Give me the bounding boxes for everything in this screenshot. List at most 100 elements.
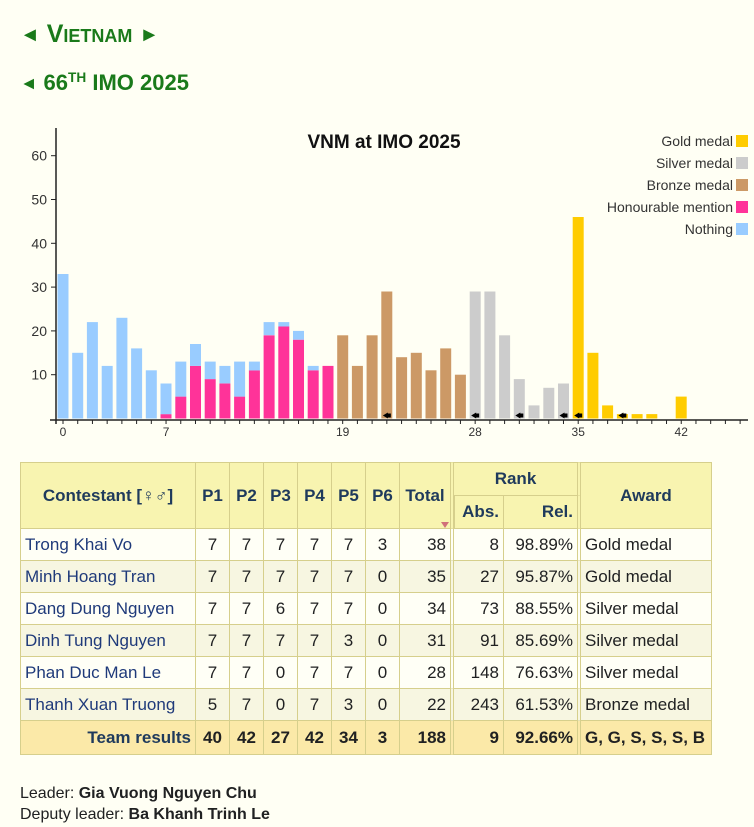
bar-segment xyxy=(86,322,98,419)
header-p3[interactable]: P3 xyxy=(264,462,298,529)
score-p4: 7 xyxy=(298,689,332,721)
rank-rel: 85.69% xyxy=(504,625,581,657)
bar-segment xyxy=(131,348,143,419)
leader-name: Gia Vuong Nguyen Chu xyxy=(78,785,257,802)
rank-rel: 95.87% xyxy=(504,561,581,593)
score-p5: 7 xyxy=(332,593,366,625)
contestant-name[interactable]: Dinh Tung Nguyen xyxy=(20,625,196,657)
score-p6: 0 xyxy=(366,561,400,593)
prev-country-arrow-icon[interactable]: ◄ xyxy=(20,24,40,46)
prev-olympiad-arrow-icon[interactable]: ◄ xyxy=(20,73,38,93)
team-rank-rel: 92.66% xyxy=(504,721,581,755)
table-row: Phan Duc Man Le 7 7 0 7 7 0 28 148 76.63% Silver m… xyxy=(20,657,712,689)
score-p4: 7 xyxy=(298,529,332,561)
legend-swatch-icon xyxy=(736,223,748,235)
header-p4[interactable]: P4 xyxy=(298,462,332,529)
bar-segment xyxy=(101,365,113,419)
score-total: 22 xyxy=(400,689,454,721)
score-p6: 0 xyxy=(366,689,400,721)
contestant-name[interactable]: Dang Dung Nguyen xyxy=(20,593,196,625)
bar-segment xyxy=(190,344,201,366)
svg-text:35: 35 xyxy=(572,425,586,439)
deputy-leader-line: Deputy leader: Ba Khanh Trinh Le xyxy=(20,806,270,824)
score-p4: 7 xyxy=(298,657,332,689)
legend-label: Honourable mention xyxy=(607,199,733,215)
header-rank-abs[interactable]: Abs. xyxy=(454,496,504,529)
team-p1: 40 xyxy=(196,721,230,755)
rank-abs: 243 xyxy=(454,689,504,721)
bar-segment xyxy=(160,414,172,419)
score-p5: 3 xyxy=(332,625,366,657)
bar-segment xyxy=(499,335,511,419)
bar-segment xyxy=(675,396,687,419)
legend-swatch-icon xyxy=(736,179,748,191)
rank-rel: 61.53% xyxy=(504,689,581,721)
score-total: 38 xyxy=(400,529,454,561)
header-p1[interactable]: P1 xyxy=(196,462,230,529)
score-p2: 7 xyxy=(230,529,264,561)
score-p4: 7 xyxy=(298,625,332,657)
bar-segment xyxy=(72,352,84,419)
team-p5: 34 xyxy=(332,721,366,755)
olympiad-ordinal[interactable]: 66 xyxy=(43,70,69,95)
legend-label: Bronze medal xyxy=(647,177,733,193)
bar-segment xyxy=(528,405,540,419)
score-p1: 7 xyxy=(196,593,230,625)
score-p6: 3 xyxy=(366,529,400,561)
score-p3: 7 xyxy=(264,561,298,593)
table-row: Dinh Tung Nguyen 7 7 7 7 3 0 31 91 85.69% Silver m… xyxy=(20,625,712,657)
team-p6: 3 xyxy=(366,721,400,755)
score-p3: 0 xyxy=(264,689,298,721)
svg-text:10: 10 xyxy=(31,367,47,383)
contestant-name[interactable]: Thanh Xuan Truong xyxy=(20,689,196,721)
score-p1: 7 xyxy=(196,561,230,593)
rank-abs: 91 xyxy=(454,625,504,657)
bar-segment xyxy=(587,352,599,419)
score-p1: 7 xyxy=(196,625,230,657)
next-country-arrow-icon[interactable]: ► xyxy=(139,24,160,46)
chart-title: VNM at IMO 2025 xyxy=(307,132,461,153)
team-results-row: Team results 40 42 27 42 34 3 188 9 92.6… xyxy=(20,721,712,755)
table-row: Minh Hoang Tran 7 7 7 7 7 0 35 27 95.87% Gold meda… xyxy=(20,561,712,593)
bar-segment xyxy=(513,379,525,419)
table-row: Thanh Xuan Truong 5 7 0 7 3 0 22 243 61.53% Bronze… xyxy=(20,689,712,721)
award: Silver medal xyxy=(581,593,712,625)
country-navigation: ◄ Vietnam ► xyxy=(20,20,159,49)
score-total: 35 xyxy=(400,561,454,593)
deputy-leader-label: Deputy leader: xyxy=(20,806,125,823)
header-p6[interactable]: P6 xyxy=(366,462,400,529)
score-p3: 7 xyxy=(264,625,298,657)
score-p3: 7 xyxy=(264,529,298,561)
header-total[interactable]: Total xyxy=(400,462,454,529)
results-table-body: Trong Khai Vo 7 7 7 7 7 3 38 8 98.89% Gold medal Mi… xyxy=(20,529,712,721)
score-p5: 7 xyxy=(332,529,366,561)
score-p2: 7 xyxy=(230,593,264,625)
header-rank-rel[interactable]: Rel. xyxy=(504,496,581,529)
contestant-name[interactable]: Trong Khai Vo xyxy=(20,529,196,561)
country-name[interactable]: Vietnam xyxy=(46,20,133,48)
legend-swatch-icon xyxy=(736,135,748,147)
score-p2: 7 xyxy=(230,561,264,593)
bar-segment xyxy=(351,365,363,419)
header-award[interactable]: Award xyxy=(581,462,712,529)
header-p2[interactable]: P2 xyxy=(230,462,264,529)
bar-segment xyxy=(175,361,187,397)
olympiad-name[interactable]: IMO 2025 xyxy=(92,70,189,95)
svg-text:19: 19 xyxy=(336,425,350,439)
header-contestant[interactable]: Contestant [♀♂] xyxy=(20,462,196,529)
score-p5: 3 xyxy=(332,689,366,721)
bar-segment xyxy=(57,274,69,419)
score-p4: 7 xyxy=(298,593,332,625)
bar-segment xyxy=(293,339,304,419)
score-p6: 0 xyxy=(366,593,400,625)
rank-rel: 76.63% xyxy=(504,657,581,689)
bar-segment xyxy=(631,414,643,419)
svg-text:60: 60 xyxy=(31,148,47,164)
bar-segment xyxy=(307,370,319,419)
bar-segment xyxy=(572,217,584,419)
contestant-name[interactable]: Minh Hoang Tran xyxy=(20,561,196,593)
contestant-name[interactable]: Phan Duc Man Le xyxy=(20,657,196,689)
header-p5[interactable]: P5 xyxy=(332,462,366,529)
bar-segment xyxy=(204,361,216,380)
award: Silver medal xyxy=(581,657,712,689)
